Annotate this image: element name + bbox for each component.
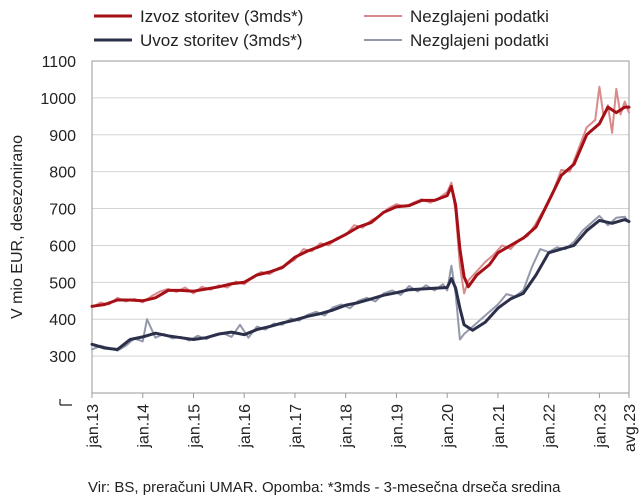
y-tick-label: 800 <box>49 165 76 182</box>
x-tick-label: jan.17 <box>288 404 305 449</box>
x-tick-label: jan.22 <box>542 404 559 449</box>
y-tick-label: 300 <box>49 349 76 366</box>
legend-label-izvoz-raw: Nezglajeni podatki <box>410 7 549 26</box>
x-tick-label: jan.16 <box>237 404 254 449</box>
x-tick-label: jan.19 <box>389 404 406 449</box>
legend-label-izvoz: Izvoz storitev (3mds*) <box>140 7 303 26</box>
series-lines <box>90 85 631 352</box>
y-tick-labels: 1100 1000 900 800 700 600 500 400 300 <box>40 54 76 366</box>
x-tick-label: jan.18 <box>339 404 356 449</box>
y-tick-label: 500 <box>49 275 76 292</box>
x-tick-label: jan.21 <box>491 404 508 449</box>
x-tick-label: jan.23 <box>592 404 609 449</box>
y-tick-label: 900 <box>49 128 76 145</box>
x-tick-labels: jan.13 jan.14 jan.15 jan.16 jan.17 jan.18 jan.… <box>85 393 639 452</box>
legend-label-uvoz-raw: Nezglajeni podatki <box>410 31 549 50</box>
x-tick-label: jan.20 <box>440 404 457 449</box>
x-tick-label: jan.13 <box>85 404 102 449</box>
x-tick-label: jan.14 <box>136 404 153 449</box>
legend: Izvoz storitev (3mds*) Nezglajeni podatk… <box>94 7 549 50</box>
axis-break-icon <box>59 399 72 406</box>
legend-label-uvoz: Uvoz storitev (3mds*) <box>140 31 302 50</box>
y-tick-label: 700 <box>49 202 76 219</box>
series-line-0 <box>90 105 631 308</box>
series-line-1 <box>91 85 630 309</box>
y-tick-label: 400 <box>49 312 76 329</box>
series-line-2 <box>90 218 631 351</box>
y-tick-label: 1100 <box>42 54 77 71</box>
grid <box>92 60 629 357</box>
x-tick-label: jan.15 <box>186 404 203 449</box>
plot-frame <box>91 60 630 394</box>
source-note: Vir: BS, preračuni UMAR. Opomba: *3mds -… <box>88 479 561 496</box>
x-tick-label: avg.23 <box>622 404 639 452</box>
series-line-3 <box>91 214 630 352</box>
y-tick-label: 600 <box>49 238 76 255</box>
y-tick-label: 1000 <box>40 91 76 108</box>
y-axis-label: V mio EUR, desezonirano <box>9 135 26 319</box>
